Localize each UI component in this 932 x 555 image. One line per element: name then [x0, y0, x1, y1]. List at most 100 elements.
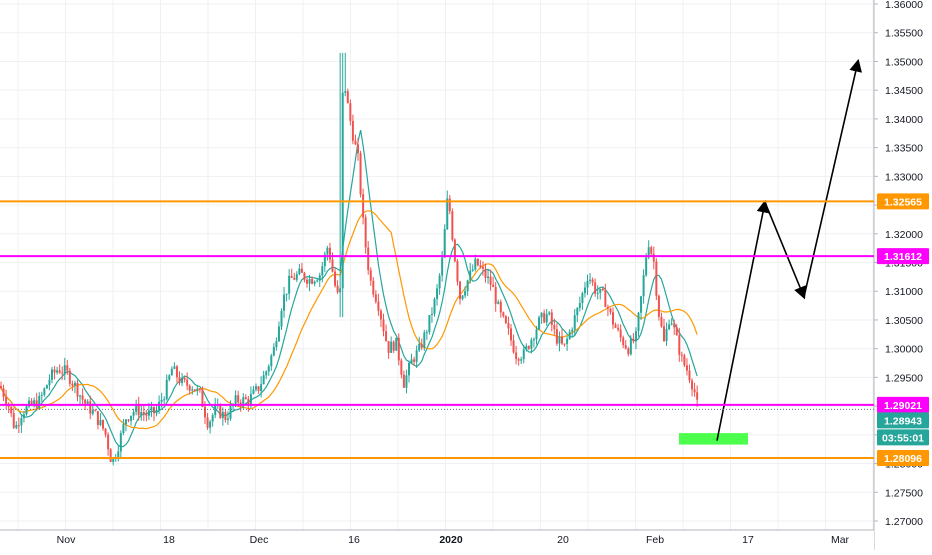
current-price-tag	[877, 412, 929, 429]
candle	[17, 417, 20, 434]
annotations[interactable]	[679, 58, 862, 445]
candle	[165, 374, 168, 401]
candle	[186, 372, 189, 391]
candle	[652, 246, 655, 270]
candle	[453, 238, 456, 263]
candle-body	[385, 331, 388, 342]
candle-body	[73, 382, 76, 386]
candle-body	[446, 198, 449, 230]
candle-body	[5, 396, 8, 405]
candle	[216, 398, 219, 409]
projection-arrow-segment[interactable]	[716, 199, 770, 441]
candle	[181, 373, 184, 387]
candle-body	[318, 275, 321, 281]
candle-body	[354, 140, 357, 145]
candle	[487, 269, 490, 284]
candle	[56, 366, 59, 375]
candle-body	[652, 253, 655, 262]
candle-body	[673, 323, 676, 328]
candle	[573, 308, 576, 336]
candle-body	[130, 415, 133, 421]
candle-body	[219, 404, 222, 418]
candle	[395, 337, 398, 351]
candle-body	[344, 91, 347, 93]
candle	[397, 333, 400, 366]
candle	[680, 351, 683, 362]
candle-body	[459, 281, 461, 299]
candle-body	[140, 412, 143, 416]
level-price-label: 1.28096	[884, 453, 922, 465]
candle-body	[99, 419, 102, 426]
candle	[530, 337, 533, 354]
candle-body	[586, 280, 589, 288]
candle-body	[581, 293, 584, 304]
projection-arrow-segment[interactable]	[764, 201, 807, 300]
candle-body	[178, 377, 181, 383]
level-price-label: 1.29021	[884, 400, 922, 412]
candle	[660, 312, 663, 328]
candle-body	[84, 399, 87, 404]
candle	[178, 371, 181, 386]
price-axis-tick-label: 1.27000	[885, 516, 923, 528]
candle	[448, 195, 451, 215]
price-axis-tick-label: 1.34500	[885, 85, 923, 97]
time-axis-tick-label: 16	[348, 534, 360, 546]
candle	[326, 245, 329, 261]
candle	[657, 294, 660, 321]
candle	[35, 392, 38, 410]
candle	[2, 384, 5, 401]
candle-body	[563, 343, 566, 345]
candle-body	[545, 314, 548, 323]
candle-body	[599, 288, 602, 293]
candle-body	[160, 399, 163, 402]
candle-body	[415, 350, 418, 362]
candle-body	[211, 415, 214, 422]
candle	[124, 418, 127, 432]
candle-body	[430, 313, 433, 315]
projection-arrow-segment[interactable]	[803, 58, 862, 298]
candle	[609, 307, 612, 315]
candle-body	[515, 352, 518, 360]
candle-body	[464, 291, 467, 296]
candle-body	[527, 346, 530, 349]
candle-body	[193, 389, 196, 392]
candle	[73, 380, 76, 394]
candle	[548, 311, 551, 316]
candle	[66, 360, 69, 376]
candle-body	[448, 198, 451, 212]
candle	[385, 324, 388, 342]
candle-body	[408, 363, 410, 376]
candle	[520, 356, 523, 365]
candle-body	[622, 337, 625, 346]
candle	[464, 286, 467, 299]
horizontal-levels[interactable]: 1.32565 1.31612 1.29021 1.28096 1.28943 03:55…	[0, 193, 929, 467]
candle-body	[390, 341, 393, 353]
candle	[224, 409, 227, 423]
candle-body	[413, 359, 416, 362]
candle-body	[606, 306, 609, 309]
candle	[492, 276, 495, 288]
candle-body	[423, 332, 426, 348]
candle-body	[351, 120, 354, 141]
candle-body	[104, 428, 107, 435]
candle-body	[206, 417, 209, 428]
candle	[351, 114, 354, 145]
target-zone-box[interactable]	[679, 433, 748, 445]
candle	[339, 52, 342, 318]
candle-body	[543, 312, 546, 323]
candle	[201, 386, 204, 408]
candle-body	[285, 293, 288, 295]
candle-body	[663, 326, 665, 342]
candle-body	[237, 395, 240, 403]
candle-body	[357, 144, 359, 154]
candle-body	[255, 386, 257, 390]
candle-body	[265, 371, 268, 376]
candle	[163, 396, 166, 404]
candle	[262, 370, 265, 385]
candle-body	[58, 370, 61, 373]
candle-body	[561, 336, 563, 344]
candle	[535, 326, 538, 345]
candle	[392, 340, 395, 354]
